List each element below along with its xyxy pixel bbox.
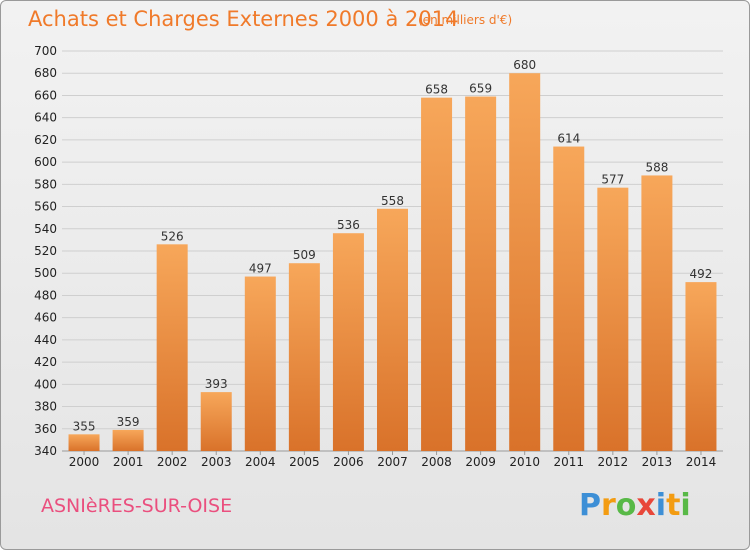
x-tick-label: 2001	[113, 455, 144, 469]
x-tick-label: 2003	[201, 455, 232, 469]
data-label: 355	[73, 419, 96, 433]
x-tick-label: 2014	[686, 455, 717, 469]
y-tick-label: 400	[34, 377, 57, 391]
proxiti-logo: Proxiti	[579, 488, 691, 523]
logo-letter: i	[680, 488, 691, 523]
y-tick-label: 520	[34, 244, 57, 258]
data-label: 509	[293, 248, 316, 262]
y-tick-label: 660	[34, 88, 57, 102]
chart-title: Achats et Charges Externes 2000 à 2014	[28, 7, 459, 31]
y-tick-label: 360	[34, 422, 57, 436]
chart-subtitle: (en milliers d'€)	[418, 13, 513, 27]
data-label: 536	[337, 218, 360, 232]
y-tick-label: 460	[34, 311, 57, 325]
data-label: 680	[513, 58, 536, 72]
bar-2010	[509, 73, 541, 451]
bar-2005	[288, 263, 320, 451]
data-label: 497	[249, 262, 272, 276]
y-tick-label: 500	[34, 266, 57, 280]
x-tick-label: 2010	[509, 455, 540, 469]
logo-letter: t	[666, 488, 681, 523]
x-tick-label: 2000	[69, 455, 100, 469]
x-tick-label: 2004	[245, 455, 276, 469]
y-tick-label: 540	[34, 222, 57, 236]
logo-letter: i	[655, 488, 667, 523]
bar-2013	[641, 175, 673, 451]
data-label: 393	[205, 377, 228, 391]
y-tick-label: 680	[34, 66, 57, 80]
bar-2011	[553, 146, 585, 452]
logo-letter: P	[579, 488, 601, 523]
y-tick-label: 480	[34, 288, 57, 302]
commune-name: ASNIèRES-SUR-OISE	[41, 495, 233, 517]
x-tick-label: 2008	[421, 455, 452, 469]
bar-2004	[244, 276, 276, 451]
x-tick-label: 2013	[642, 455, 673, 469]
y-tick-label: 560	[34, 200, 57, 214]
x-tick-label: 2002	[157, 455, 188, 469]
y-tick-label: 420	[34, 355, 57, 369]
y-tick-label: 440	[34, 333, 57, 347]
bar-2003	[200, 392, 232, 451]
logo-letter: r	[601, 488, 616, 523]
bar-2000	[68, 434, 100, 451]
data-label: 558	[381, 194, 404, 208]
y-tick-label: 340	[34, 444, 57, 458]
data-label: 359	[117, 415, 140, 429]
logo-letter: o	[615, 488, 637, 523]
bar-2008	[421, 97, 453, 452]
data-label: 526	[161, 229, 184, 243]
bar-2007	[377, 208, 408, 451]
y-tick-label: 620	[34, 133, 57, 147]
y-tick-label: 580	[34, 177, 57, 191]
x-tick-label: 2005	[289, 455, 320, 469]
data-label: 658	[425, 83, 448, 97]
data-label: 614	[557, 132, 580, 146]
data-label: 659	[469, 82, 492, 96]
bar-2001	[112, 429, 144, 451]
y-tick-label: 700	[34, 44, 57, 58]
x-tick-label: 2007	[377, 455, 408, 469]
bars: 355 359 526 393 497 509 536 558 658 659 680 614 577 5…	[68, 58, 717, 452]
x-axis: 2000 2001 2002 2003 2004 2005 2006 2007 2008 2009…	[69, 451, 716, 469]
x-tick-label: 2012	[598, 455, 629, 469]
data-label: 492	[690, 267, 713, 281]
x-tick-label: 2009	[465, 455, 496, 469]
bar-2012	[597, 187, 629, 451]
logo-letter: x	[636, 488, 656, 523]
bar-2009	[465, 96, 497, 452]
bar-2006	[332, 233, 364, 451]
y-tick-label: 600	[34, 155, 57, 169]
y-tick-label: 640	[34, 111, 57, 125]
bar-2002	[156, 244, 188, 451]
data-label: 577	[601, 173, 624, 187]
y-tick-label: 380	[34, 400, 57, 414]
data-label: 588	[645, 160, 668, 174]
x-tick-label: 2011	[553, 455, 584, 469]
x-tick-label: 2006	[333, 455, 364, 469]
bar-2014	[685, 282, 717, 451]
